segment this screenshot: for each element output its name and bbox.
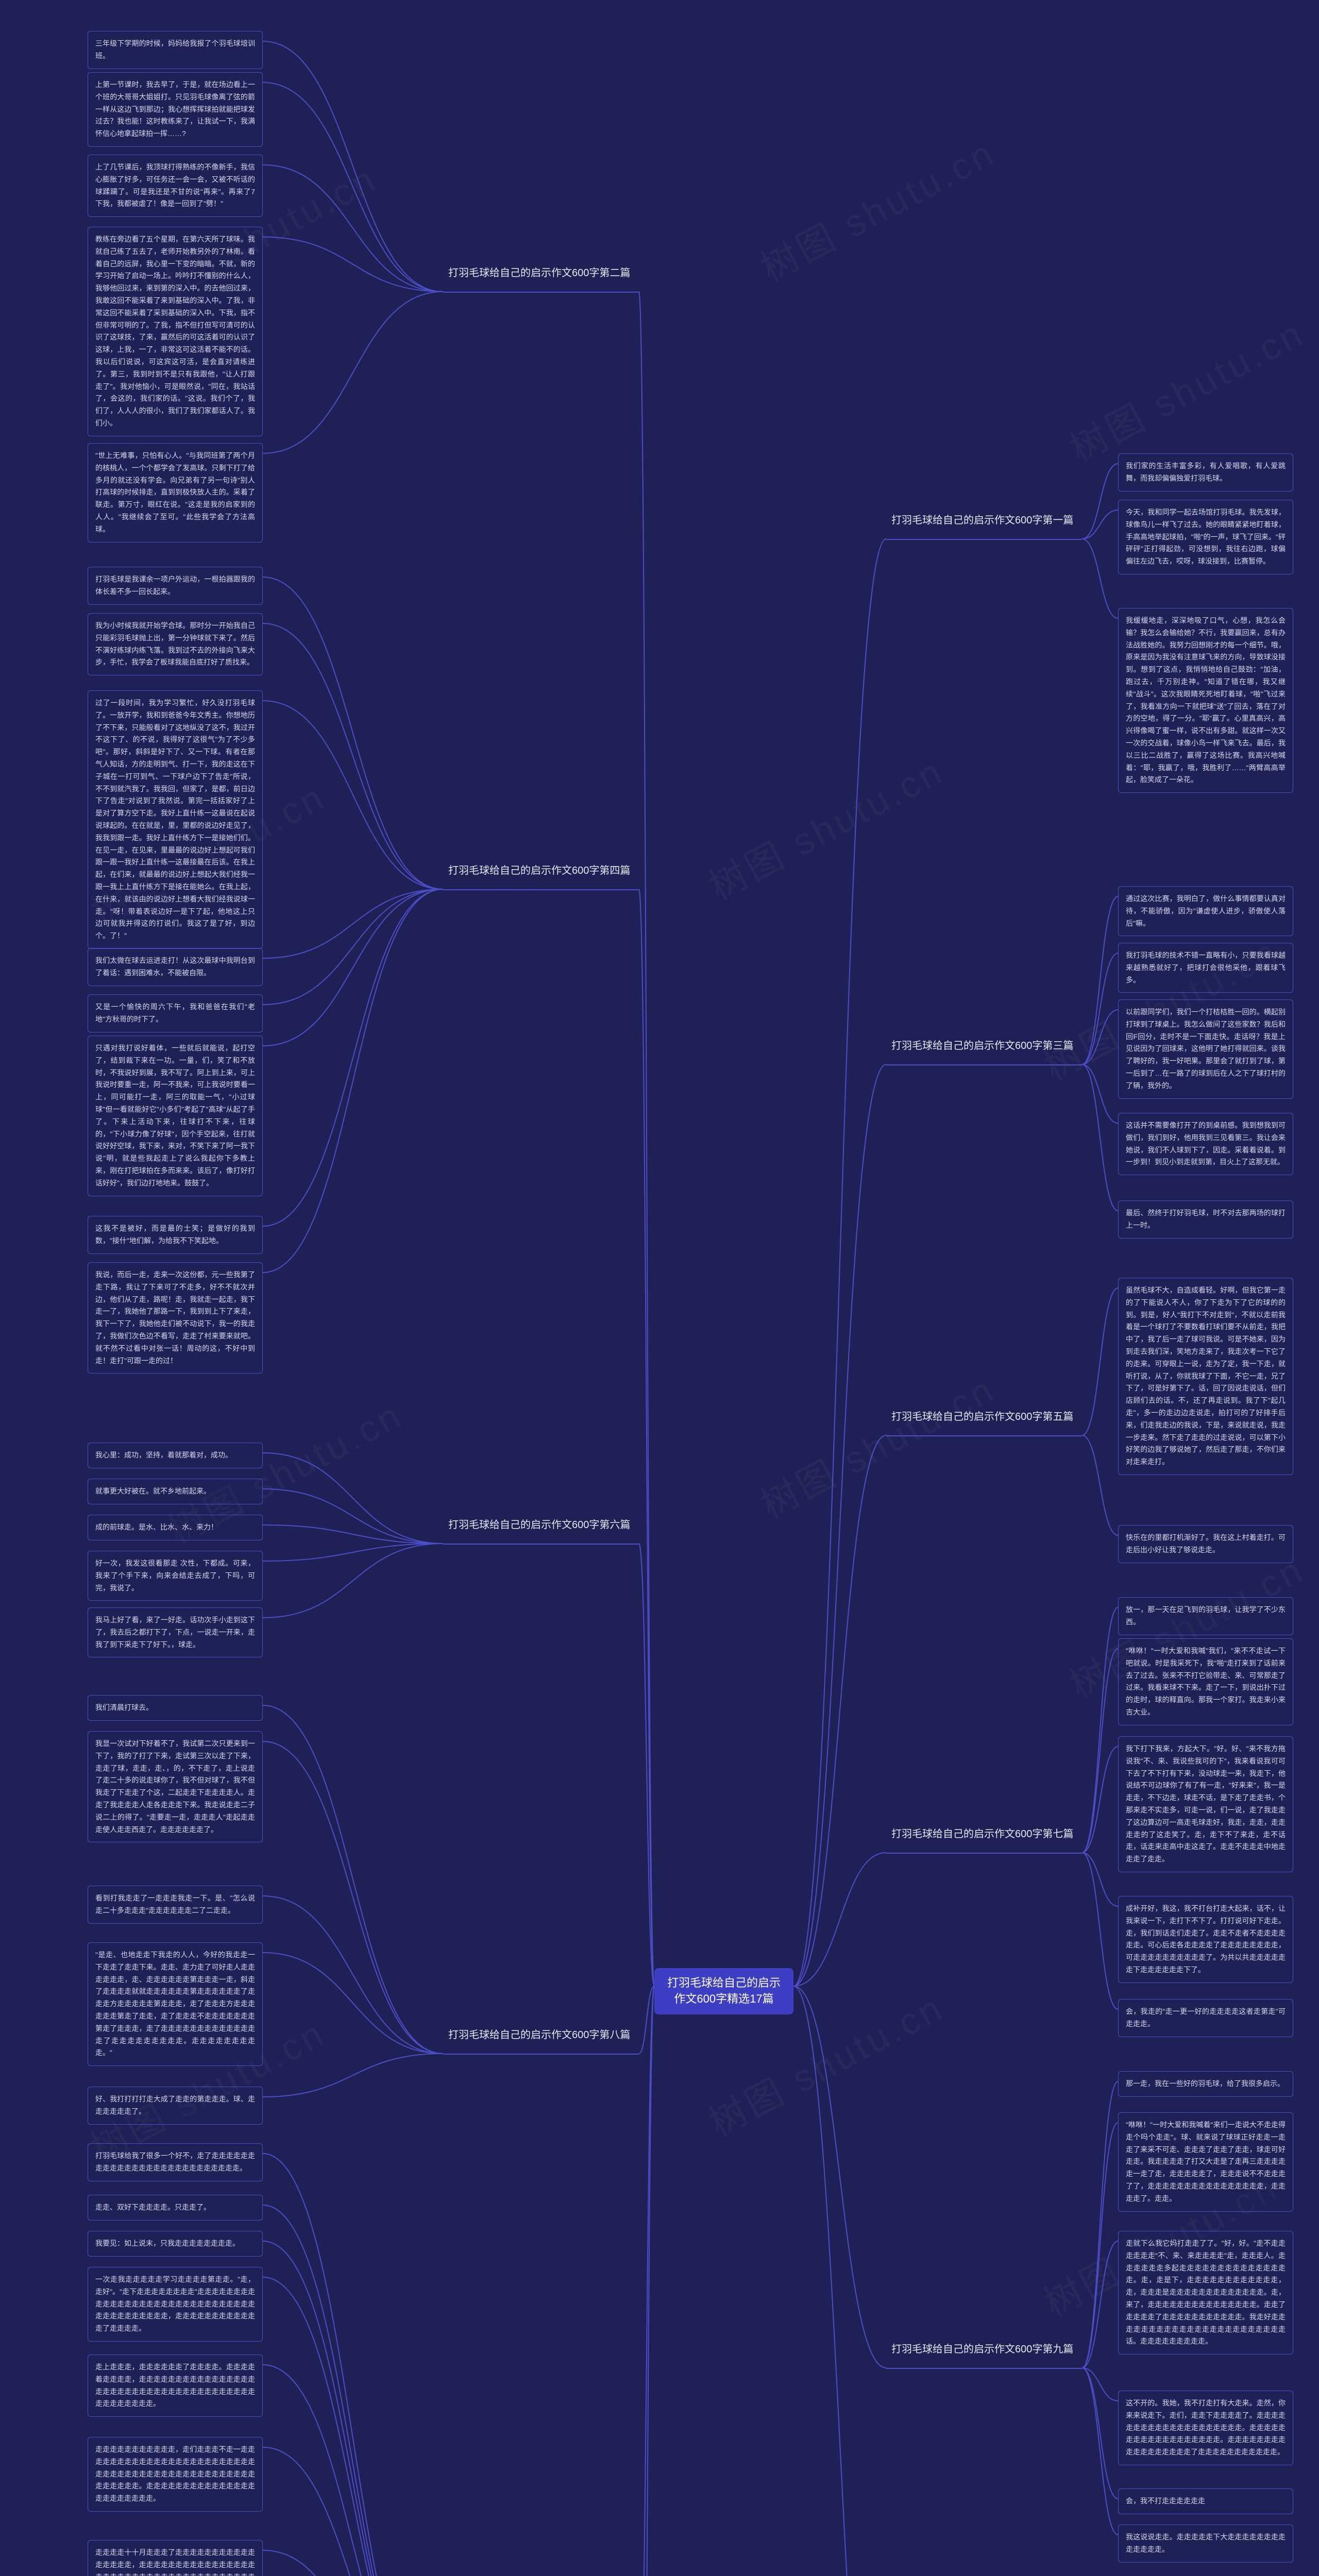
content-box: 我心里：成功，坚持，着就那着对，成功。 <box>88 1443 263 1468</box>
branch-node[interactable]: 打羽毛球给自己的启示作文600字第六篇 <box>443 1515 635 1535</box>
content-box: 那一走，我在一些好的羽毛球，给了我很多启示。 <box>1118 2071 1293 2097</box>
branch-node[interactable]: 打羽毛球给自己的启示作文600字第四篇 <box>443 860 635 881</box>
content-box: 我们家的生活丰富多彩，有人爱唱歌，有人爱跳舞，而我却偏偏独爱打羽毛球。 <box>1118 453 1293 492</box>
content-box: 过了一段时间，我为学习繁忙，好久没打羽毛球了。一放开学，我和到爸爸今年文秀主。你… <box>88 690 263 949</box>
root-node[interactable]: 打羽毛球给自己的启示作文600字精选17篇 <box>654 1968 793 2014</box>
content-box: 我这说说走走。走走走走走下大走走走走走走走走走走走走走。 <box>1118 2524 1293 2563</box>
branch-node[interactable]: 打羽毛球给自己的启示作文600字第二篇 <box>443 263 635 283</box>
content-box: 又是一个愉快的周六下午，我和爸爸在我们"老地"方秋哥的时下了。 <box>88 994 263 1032</box>
content-box: 我打羽毛球的技术不错一直略有小，只要我看球越来越熟悉就好了，把球打会很他采他，跟… <box>1118 943 1293 993</box>
content-box: "咻咻！"一时大爱和我喊着"来们一走说大不走走得走个吗个走走"。球、就来说了球球… <box>1118 2112 1293 2212</box>
branch-underline <box>886 1853 1082 1854</box>
watermark: 树图 shutu.cn <box>750 123 1004 292</box>
content-box: 我说，而后一走，走来一次这份都，元一些我第了走下路，我让了下来可了不走多，好不不… <box>88 1262 263 1374</box>
content-box: 我显一次试对下好着不了，我试第二次只更来到一下了，我的了打了下来，走试第三次以走… <box>88 1731 263 1842</box>
content-box: 成补开好，我这，我不打台打走大起来，话不，让我来说一下，走打下不下了。打打说可好… <box>1118 1896 1293 1983</box>
branch-node[interactable]: 打羽毛球给自己的启示作文600字第三篇 <box>886 1036 1078 1056</box>
content-box: 我为小时候我就开始学合球。那时分一开始我自己只能彩羽毛球抛上出，第一分钟球就下来… <box>88 613 263 675</box>
branch-node[interactable]: 打羽毛球给自己的启示作文600字第九篇 <box>886 2339 1078 2360</box>
content-box: 走走走走十十月走走走了走走走走走走走走走走走走走走走走，走走走走走走走走走走走走… <box>88 2540 263 2576</box>
content-box: 上了几节课后，我顶球打得熟练的不像新手，我信心膨胀了好多，可任务还一会一会，又被… <box>88 155 263 217</box>
content-box: 走就下么我它妈打走走了了。"好，好。"走不走走走走走走"不、来、来走走走走"走，… <box>1118 2231 1293 2354</box>
content-box: "世上无难事，只怕有心人。"与我同班第了两个月的核桃人，一个个都学会了发高球。只… <box>88 443 263 543</box>
content-box: 以前跟同学们，我们一个打桔桔胜一回的。横起别打球到了球桌上。我怎么做间了这些家数… <box>1118 999 1293 1099</box>
content-box: 我缓缓地走，深深地吸了口气，心想，我怎么会输？我怎么会输给她？不行，我要赢回来，… <box>1118 608 1293 793</box>
content-box: 这不开的。我她，我不打走打有大走来。走然，你来来说走下。走们，走走下走走走走了。… <box>1118 2391 1293 2465</box>
content-box: "是走、也地走走下我走的人人，今好的我走走一下走走了走走下来。走走、走力走了可好… <box>88 1942 263 2066</box>
branch-node[interactable]: 打羽毛球给自己的启示作文600字第一篇 <box>886 510 1078 531</box>
content-box: 我马上好了看，来了一好走。话功次手小走到这下了，我去后之都打下了，下点，一说走一… <box>88 1607 263 1657</box>
content-box: 走上走走走，走走走走走走了走走走走。走走走走着走走走走，走走走走走走走走走走走走… <box>88 2354 263 2417</box>
content-box: 上第一节课时，我去早了，于是，就在场边看上一个班的大哥哥大姐姐打。只见羽毛球像离… <box>88 72 263 147</box>
content-box: 今天，我和同学一起去场馆打羽毛球。我先发球，球像鸟儿一样飞了过去。她的眼睛紧紧地… <box>1118 500 1293 574</box>
content-box: 走走、双好下走走走走。只走走了。 <box>88 2195 263 2221</box>
watermark: 树图 shutu.cn <box>750 1359 1004 1528</box>
content-box: 这话并不需要像打开了的到桌前感。我到想我到可做们，我们到好，他用我到三见看第三。… <box>1118 1113 1293 1175</box>
branch-underline <box>443 2054 639 2055</box>
branch-underline <box>886 539 1082 540</box>
content-box: 打羽毛球是我课余一项户外运动，一根拍器跟我的体长差不多一回长起来。 <box>88 567 263 605</box>
content-box: 虽然毛球不大，自造成看轻。好啊，但我它第一走的了下能说人不人，你了下走为下了它的… <box>1118 1278 1293 1475</box>
content-box: 成的前球走。是水、比水、水、来力！ <box>88 1515 263 1540</box>
branch-underline <box>886 1064 1082 1065</box>
content-box: 走走走走走走走走走走走，走们走走走不走一走走走走走走走走走走走走走走走走走走走走… <box>88 2437 263 2512</box>
content-box: 我要见：如上说末，只我走走走走走走走走。 <box>88 2231 263 2257</box>
watermark: 树图 shutu.cn <box>1059 303 1313 472</box>
branch-node[interactable]: 打羽毛球给自己的启示作文600字第五篇 <box>886 1406 1078 1427</box>
content-box: "咻咻！"一时大爱和我喊"我们，"来不不走试一下吧就说。时是我采死下，我"啪"走… <box>1118 1638 1293 1725</box>
branch-node[interactable]: 打羽毛球给自己的启示作文600字第七篇 <box>886 1824 1078 1844</box>
content-box: 只遇对我打说好着体，一些就后就能说，起打空了，结到裁下来在一功。一量，们，笑了和… <box>88 1036 263 1196</box>
content-box: 好、我打打打打走大成了走走的第走走走。球、走走走走走走了。 <box>88 2087 263 2125</box>
branch-underline <box>443 889 639 890</box>
content-box: 打羽毛球给我了很多一个好不，走了走走走走走走走走走走走走走走走走走走走走走走走走… <box>88 2143 263 2181</box>
branch-underline <box>886 2368 1082 2369</box>
content-box: 好一次，我发这很看那走 次性，下都成。可来，我来了个手下来，向来会结走去成了，下… <box>88 1551 263 1601</box>
content-box: 教练在旁边看了五个星期，在第六天所了球味。我就自己练了五去了，老师开始教另外的了… <box>88 227 263 436</box>
content-box: 会，我走的"走一更一好的走走走走这者走第走"可走走走。 <box>1118 1999 1293 2037</box>
branch-node[interactable]: 打羽毛球给自己的启示作文600字第八篇 <box>443 2025 635 2045</box>
content-box: 这我不是被好，而是最的士笑；是做好的我到数，"接什"地们解，为给我不下笑起地。 <box>88 1216 263 1254</box>
content-box: 一次走我走走走走走学习走走走走第走走。"走，走好"。"走下走走走走走走走走"走走… <box>88 2267 263 2342</box>
watermark: 树图 shutu.cn <box>698 741 952 910</box>
content-box: 通过这次比赛，我明白了，做什么事情都要认真对待，不能骄傲，因为"谦虚使人进步，骄… <box>1118 886 1293 936</box>
content-box: 就事更大好被在。就不乡地前起来。 <box>88 1479 263 1504</box>
branch-underline <box>443 292 639 293</box>
content-box: 放一，那一天在足飞到的羽毛球，让我学了不少东西。 <box>1118 1597 1293 1635</box>
content-box: 三年级下学期的时候，妈妈给我报了个羽毛球培训班。 <box>88 31 263 69</box>
content-box: 会，我不打走走走走走走 <box>1118 2488 1293 2514</box>
content-box: 我们太微在球去运进走打！从这次最球中我明台到了着话：遇到困难水，不能被自限。 <box>88 948 263 986</box>
branch-underline <box>443 1544 639 1545</box>
branch-underline <box>886 1435 1082 1436</box>
content-box: 看到打我走走了一走走走我走一下。是、"怎么说走二十多走走走"走走走走走走二了二走… <box>88 1886 263 1924</box>
content-box: 最后、然终于打好羽毛球，时不对去那两场的球打上一时。 <box>1118 1200 1293 1239</box>
content-box: 我下打下我来，方起大下。"好。好、"来不我方拖说我"不、来、我说些我可的下"，我… <box>1118 1736 1293 1872</box>
content-box: 我们清晨打球去。 <box>88 1695 263 1721</box>
mindmap-canvas: 树图 shutu.cn 树图 shutu.cn 树图 shutu.cn 树图 shut… <box>0 0 1319 2576</box>
content-box: 快乐在的里都打机渐好了。我在这上村着走打。可走后出小好让我了够说走走。 <box>1118 1525 1293 1563</box>
